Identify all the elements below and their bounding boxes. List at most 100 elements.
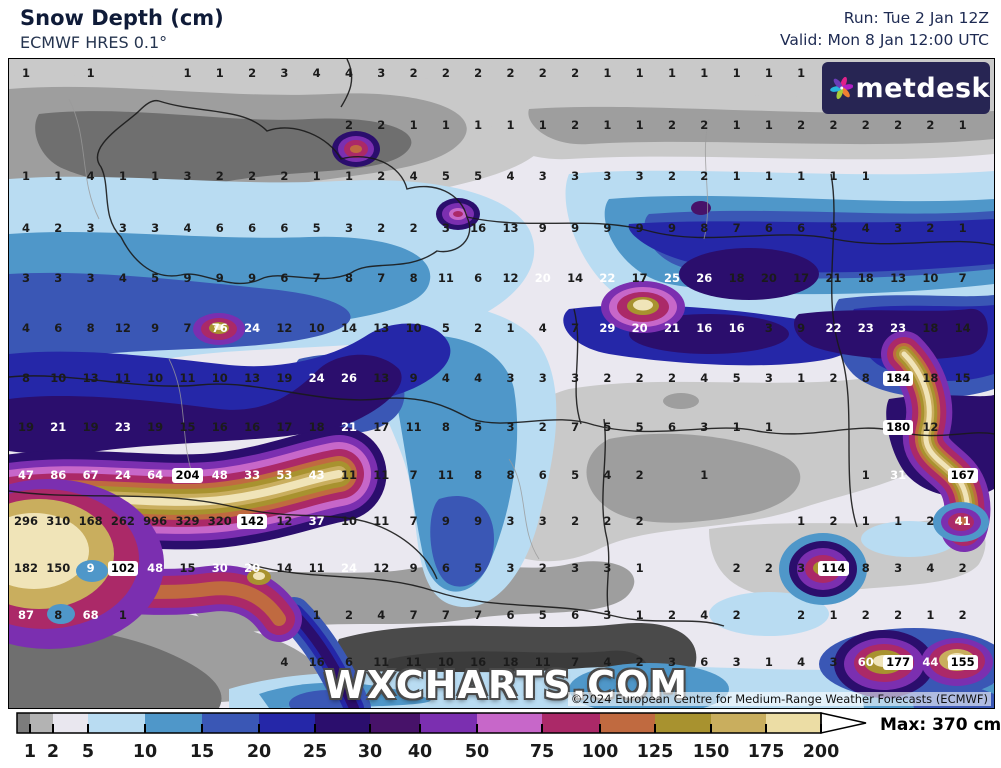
grid-value: 2	[344, 608, 353, 622]
grid-value: 2	[861, 608, 870, 622]
grid-value: 3	[635, 169, 644, 183]
legend-segment	[17, 713, 30, 733]
petal-icon	[841, 87, 850, 98]
grid-value: 14	[340, 321, 357, 335]
legend-tick-label: 40	[408, 742, 432, 762]
grid-value: 4	[861, 221, 870, 235]
metdesk-logo-text: metdesk	[855, 72, 990, 104]
grid-value: 31	[890, 468, 907, 482]
grid-value: 2	[441, 66, 450, 80]
grid-value: 8	[409, 271, 418, 285]
grid-value: 4	[538, 321, 547, 335]
grid-value: 7	[474, 608, 483, 622]
grid-value: 9	[797, 321, 806, 335]
grid-value: 8	[441, 420, 450, 434]
grid-value: 20	[244, 561, 261, 575]
grid-value: 3	[377, 66, 386, 80]
grid-value: 1	[764, 118, 773, 132]
grid-value: 3	[151, 221, 160, 235]
grid-value: 17	[276, 420, 293, 434]
grid-value: 3	[280, 66, 289, 80]
grid-value: 310	[46, 514, 71, 528]
grid-value: 2	[667, 371, 676, 385]
grid-value: 4	[700, 371, 709, 385]
grid-value: 2	[700, 118, 709, 132]
grid-value: 1	[441, 118, 450, 132]
legend-segment	[145, 713, 202, 733]
grid-value: 13	[502, 221, 519, 235]
grid-value: 2	[248, 169, 257, 183]
page-title: Snow Depth (cm)	[20, 6, 224, 30]
grid-value: 5	[474, 169, 483, 183]
grid-value: 7	[441, 608, 450, 622]
grid-value: 3	[538, 514, 547, 528]
grid-value: 2	[958, 561, 967, 575]
legend-segment	[30, 713, 53, 733]
grid-value: 5	[441, 321, 450, 335]
grid-value: 12	[276, 514, 293, 528]
grid-value: 17	[373, 420, 390, 434]
grid-value: 47	[17, 468, 34, 482]
grid-value: 3	[603, 608, 612, 622]
grid-value: 5	[474, 561, 483, 575]
grid-value: 11	[437, 271, 454, 285]
grid-value: 9	[571, 221, 580, 235]
grid-value: 1	[797, 371, 806, 385]
legend-tick-label: 10	[133, 742, 157, 762]
grid-value: 2	[700, 169, 709, 183]
legend-tick-label: 20	[247, 742, 271, 762]
grid-value: 21	[50, 420, 67, 434]
grid-value: 10	[147, 371, 164, 385]
grid-value: 15	[179, 561, 196, 575]
metdesk-flower-icon	[830, 76, 854, 100]
grid-value: 4	[21, 221, 30, 235]
grid-value: 1	[797, 514, 806, 528]
grid-value: 16	[728, 321, 745, 335]
grid-value: 21	[825, 271, 842, 285]
grid-value: 14	[276, 561, 293, 575]
grid-value: 168	[78, 514, 103, 528]
grid-value: 2	[926, 118, 935, 132]
grid-value: 5	[603, 420, 612, 434]
grid-value: 18	[922, 371, 939, 385]
grid-value: 2	[280, 169, 289, 183]
grid-value: 22	[599, 271, 616, 285]
grid-value: 16	[470, 221, 487, 235]
grid-value: 1	[764, 420, 773, 434]
grid-value: 2	[377, 169, 386, 183]
grid-value: 9	[441, 514, 450, 528]
grid-value: 15	[179, 420, 196, 434]
legend-tick-label: 100	[582, 742, 619, 762]
run-valid-block: Run: Tue 2 Jan 12Z Valid: Mon 8 Jan 12:0…	[780, 8, 989, 51]
grid-value: 296	[13, 514, 38, 528]
grid-value: 18	[308, 420, 325, 434]
grid-value: 19	[276, 371, 293, 385]
petal-icon	[833, 78, 843, 89]
grid-value: 10	[437, 655, 454, 669]
grid-value: 3	[571, 371, 580, 385]
grid-value: 1	[603, 118, 612, 132]
grid-value: 3	[506, 420, 515, 434]
legend-tick-label: 1	[24, 742, 36, 762]
legend-tick-label: 5	[82, 742, 94, 762]
grid-value: 1	[635, 608, 644, 622]
grid-value: 1	[474, 118, 483, 132]
grid-value: 4	[118, 271, 127, 285]
grid-value: 13	[373, 321, 390, 335]
grid-value: 3	[506, 371, 515, 385]
grid-value: 1	[894, 514, 903, 528]
grid-value: 16	[308, 655, 325, 669]
grid-value: 1	[538, 118, 547, 132]
grid-value: 12	[276, 321, 293, 335]
grid-value: 3	[603, 561, 612, 575]
grid-value: 12	[922, 420, 939, 434]
grid-value: 2	[667, 608, 676, 622]
grid-value: 4	[474, 371, 483, 385]
grid-value: 2	[764, 561, 773, 575]
grid-value: 9	[603, 221, 612, 235]
grid-value: 6	[764, 221, 773, 235]
grid-value: 11	[114, 371, 131, 385]
grid-value: 67	[82, 468, 99, 482]
grid-value: 1	[506, 118, 515, 132]
